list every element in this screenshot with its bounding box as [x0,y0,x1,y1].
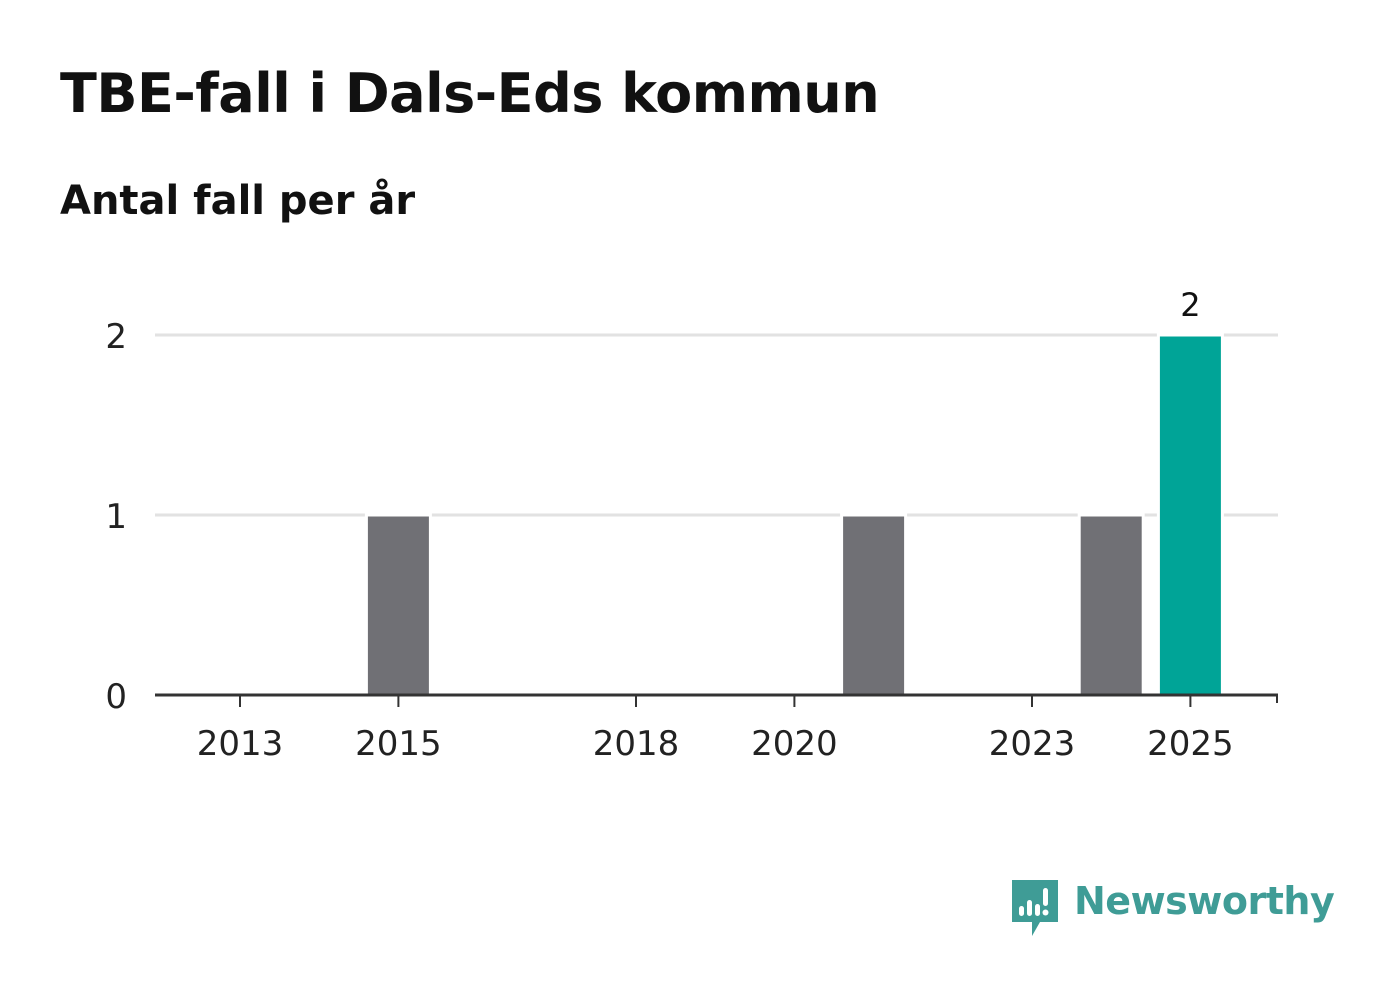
labels: 0 1 2 2 2013 2015 2018 2020 2023 2025 [105,286,1233,764]
x-tick-label: 2020 [751,724,838,764]
x-tick-label: 2023 [989,724,1076,764]
bar-2021 [840,513,908,697]
newsworthy-logo: Newsworthy [1010,878,1335,942]
chart-subtitle: Antal fall per år [60,178,416,224]
axes [155,693,1278,707]
bar-2015 [364,513,432,697]
brand-name: Newsworthy [1074,879,1335,923]
x-tick-label: 2018 [593,724,680,764]
x-tick-label: 2015 [355,724,442,764]
grid-lines [155,333,1278,517]
x-tick-label: 2013 [197,724,284,764]
x-tick-label: 2025 [1147,724,1234,764]
bars [364,333,1224,697]
chart-title: TBE-fall i Dals-Eds kommun [60,62,880,125]
bar-2025 [1156,333,1224,697]
bar-2024 [1077,513,1145,697]
newsworthy-logo-icon [1012,880,1058,936]
y-tick-label: 2 [105,317,127,357]
y-tick-label: 1 [105,497,127,537]
value-label-2025: 2 [1180,286,1200,324]
y-tick-label: 0 [105,677,127,717]
